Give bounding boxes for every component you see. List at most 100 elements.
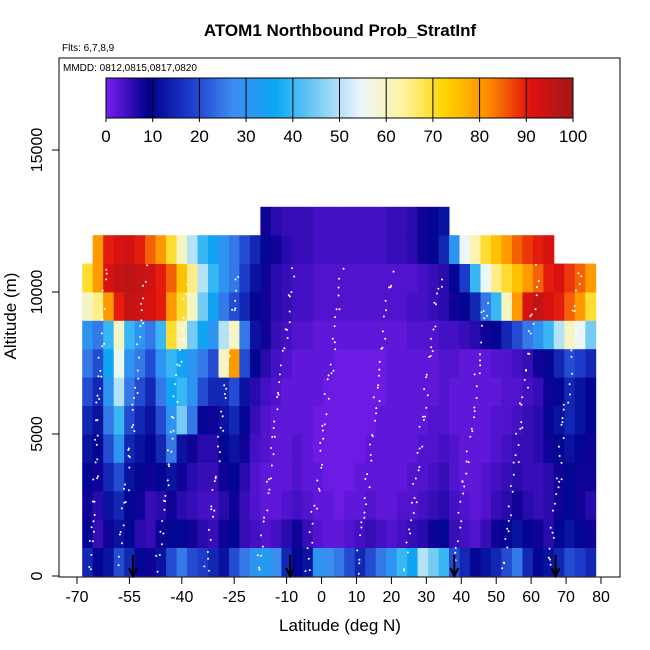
track-point [486, 314, 489, 317]
heatmap-cell [386, 206, 398, 236]
track-point [96, 458, 99, 461]
heatmap-cell [417, 292, 429, 321]
track-point [537, 280, 540, 282]
track-point [167, 463, 170, 466]
heatmap-cell [187, 320, 198, 350]
heatmap-cell [354, 348, 366, 378]
track-point [570, 349, 573, 352]
track-point [560, 423, 563, 426]
heatmap-cell [333, 320, 345, 350]
track-point [437, 287, 440, 290]
heatmap-cell [208, 263, 219, 293]
x-tick-label: -55 [118, 589, 141, 606]
track-point [486, 290, 489, 292]
heatmap-cell [354, 405, 366, 435]
heatmap-cell [428, 235, 439, 264]
heatmap-cell [480, 320, 492, 350]
heatmap-cell [312, 547, 324, 577]
heatmap-cell [532, 547, 544, 577]
heatmap-cell [176, 235, 188, 264]
track-point [97, 375, 100, 378]
heatmap-cell [532, 377, 544, 406]
track-point [119, 531, 122, 533]
track-point [117, 555, 120, 558]
track-point [95, 443, 98, 446]
track-point [331, 337, 334, 340]
track-point [535, 263, 537, 266]
heatmap-cell [386, 462, 398, 492]
heatmap-cell [281, 206, 293, 236]
heatmap-cell [302, 348, 314, 378]
heatmap-cell [124, 405, 136, 435]
heatmap-cell [407, 320, 418, 350]
track-point [219, 426, 222, 429]
heatmap-cell [82, 547, 94, 577]
heatmap-cell [281, 292, 293, 321]
track-point [134, 386, 137, 389]
heatmap-cell [354, 263, 366, 293]
heatmap-cell [564, 292, 576, 321]
track-point [263, 516, 266, 519]
track-point [222, 429, 225, 432]
heatmap-cell [344, 519, 356, 548]
track-point [335, 308, 338, 311]
heatmap-cell [365, 519, 377, 548]
track-point [98, 398, 101, 400]
heatmap-cell [145, 462, 156, 492]
heatmap-cell [113, 490, 125, 520]
track-point [480, 324, 483, 327]
heatmap-cell [103, 235, 115, 264]
heatmap-cell [407, 547, 418, 577]
track-point [555, 477, 558, 480]
colorbar-tick-label: 50 [330, 127, 349, 146]
track-point [523, 378, 526, 381]
track-point [430, 337, 433, 340]
heatmap-cell [574, 434, 586, 463]
heatmap-cell [365, 292, 377, 321]
heatmap-cell [281, 462, 293, 492]
heatmap-cell [270, 292, 282, 321]
heatmap-cell [365, 377, 377, 406]
heatmap-cell [82, 320, 94, 350]
track-point [96, 477, 99, 480]
track-point [169, 431, 172, 433]
heatmap-cell [532, 405, 544, 435]
track-point [569, 346, 572, 348]
heatmap-cell [365, 405, 377, 435]
heatmap-cell [501, 405, 513, 435]
heatmap-cell [92, 292, 104, 321]
heatmap-cell [480, 462, 492, 492]
track-point [423, 418, 425, 421]
heatmap-cell [218, 348, 230, 378]
heatmap-cell [480, 434, 492, 463]
track-point [182, 338, 185, 341]
track-point [101, 318, 104, 320]
heatmap-cell [103, 434, 115, 463]
track-point [473, 373, 476, 376]
heatmap-cell [522, 263, 534, 293]
track-point [557, 486, 560, 489]
heatmap-cell [365, 320, 377, 350]
track-point [512, 473, 515, 476]
heatmap-cell [92, 377, 104, 406]
heatmap-cell [585, 462, 597, 492]
heatmap-cell [155, 434, 167, 463]
heatmap-cell [260, 377, 272, 406]
heatmap-cell [218, 377, 230, 406]
heatmap-cell [134, 490, 146, 520]
heatmap-cell [229, 462, 240, 492]
track-point [127, 454, 130, 457]
track-point [94, 438, 96, 441]
track-point [552, 509, 554, 512]
heatmap-cell [218, 405, 230, 435]
track-point [273, 435, 276, 438]
track-point [123, 487, 126, 490]
track-point [99, 369, 102, 372]
track-point [390, 284, 393, 287]
heatmap-cell [470, 547, 481, 577]
track-point [96, 434, 99, 437]
heatmap-cell [501, 320, 513, 350]
heatmap-cell [176, 462, 188, 492]
track-point [316, 507, 318, 510]
track-point [325, 413, 328, 416]
